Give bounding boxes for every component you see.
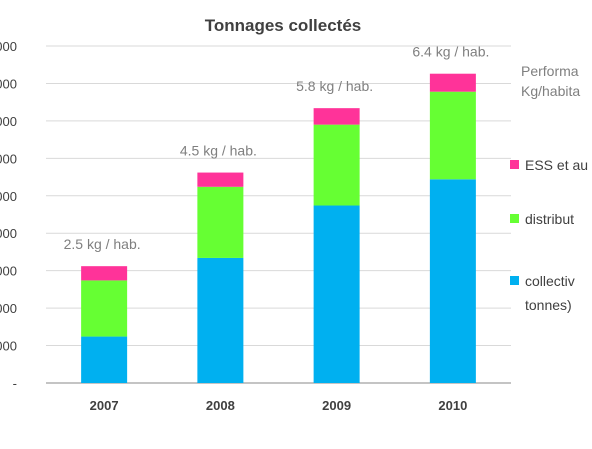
x-tick-label: 2007 <box>90 398 119 413</box>
y-tick-label: 000 <box>0 76 17 91</box>
x-tick-label: 2008 <box>206 398 235 413</box>
chart-title: Tonnages collectés <box>205 16 362 35</box>
bar-segment <box>197 186 244 258</box>
y-tick-label: 000 <box>0 189 17 204</box>
y-tick-label: 000 <box>0 151 17 166</box>
legend-entry-label: collectiv <box>525 273 575 289</box>
y-tick-label: 000 <box>0 264 17 279</box>
bar-value-label: 4.5 kg / hab. <box>180 143 257 159</box>
legend-heading: Performa <box>521 63 579 79</box>
bar-segment <box>429 179 476 383</box>
legend-entry-label: ESS et au <box>525 157 588 173</box>
bar-value-label: 2.5 kg / hab. <box>64 236 141 252</box>
y-tick-label: 000 <box>0 301 17 316</box>
legend-swatch <box>510 214 519 223</box>
bar-segment <box>81 266 128 281</box>
bar-value-labels: 2.5 kg / hab. 4.5 kg / hab. 5.8 kg / hab. 6… <box>64 44 490 252</box>
legend-entry-label: tonnes) <box>525 297 572 313</box>
bar-segment <box>429 73 476 92</box>
bar-segment <box>429 91 476 180</box>
bar-segment <box>313 124 360 206</box>
x-tick-label: 2010 <box>438 398 467 413</box>
y-tick-label: 000 <box>0 114 17 129</box>
bar-value-label: 6.4 kg / hab. <box>412 44 489 60</box>
bars <box>81 73 476 383</box>
legend-swatch <box>510 160 519 169</box>
y-axis-tick-labels: - 000 000 000 000 000 000 000 000 000 <box>0 39 17 391</box>
y-tick-label: 000 <box>0 39 17 54</box>
bar-segment <box>313 108 360 125</box>
bar-segment <box>81 280 128 337</box>
y-tick-label: - <box>13 376 17 391</box>
legend-entry-label: distribut <box>525 211 574 227</box>
bar-segment <box>313 205 360 383</box>
bar-segment <box>81 336 128 383</box>
bar-segment <box>197 257 244 383</box>
y-tick-label: 000 <box>0 339 17 354</box>
legend-swatch <box>510 276 519 285</box>
bar-segment <box>197 172 244 187</box>
y-tick-label: 000 <box>0 226 17 241</box>
legend: Performa Kg/habita ESS et au distribut colle… <box>510 63 588 313</box>
legend-heading: Kg/habita <box>521 83 580 99</box>
bar-value-label: 5.8 kg / hab. <box>296 78 373 94</box>
x-axis-tick-labels: 2007 2008 2009 2010 <box>90 398 468 413</box>
x-tick-label: 2009 <box>322 398 351 413</box>
